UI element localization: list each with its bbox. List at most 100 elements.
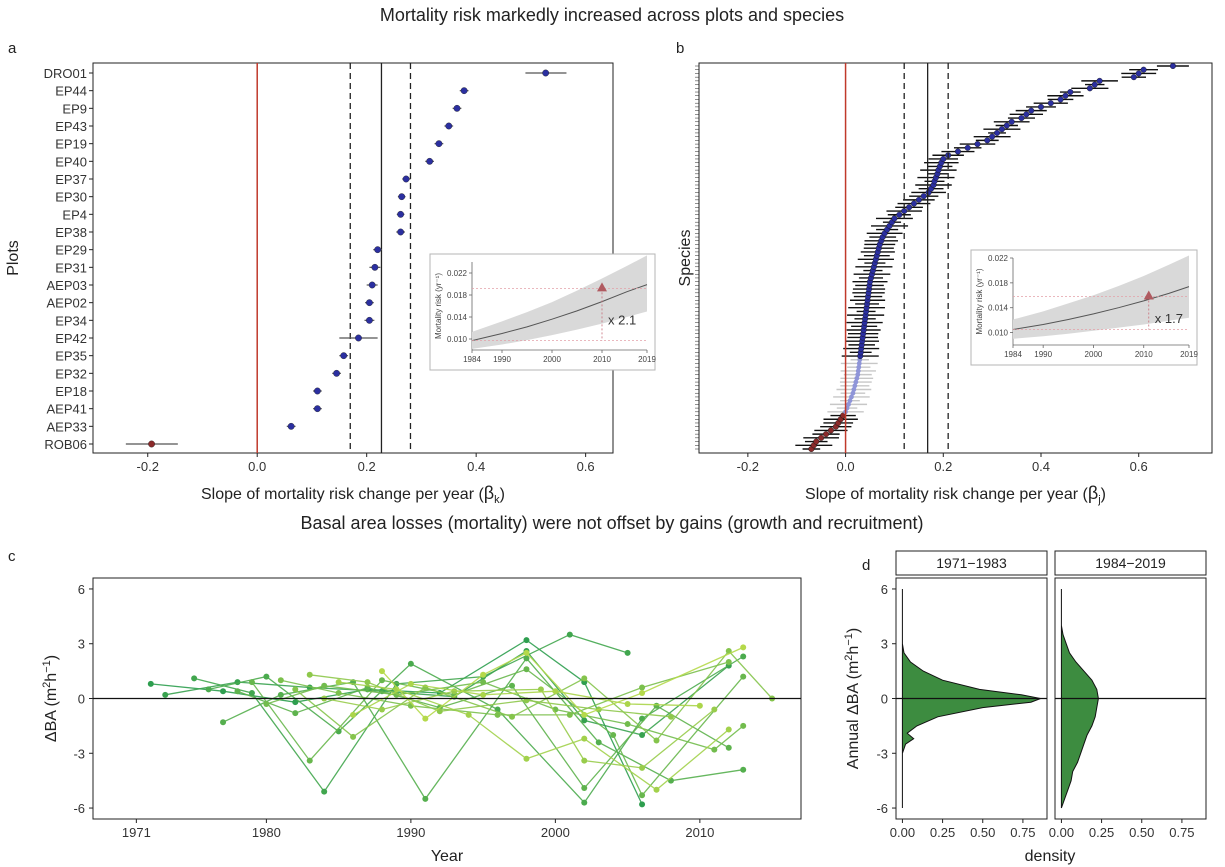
panel-c-ylabel-part-0: ΔBA (m [43,688,60,742]
panel-a-plot-label-14: EP34 [55,313,87,328]
panel-b-xlabel: Slope of mortality risk change per year … [805,483,1106,506]
panel-b-inset-ytick-label-0: 0.010 [988,329,1009,338]
panel-c-point-0-0 [147,680,154,687]
panel-c-point-10-2 [436,708,443,715]
panel-d-ylabel-part-0: Annual ΔBA (m [845,661,862,770]
panel-b-point-18 [853,379,859,385]
panel-c-ytick-label-3: 3 [78,637,85,652]
panel-c-point-6-1 [306,757,313,764]
panel-b-point-86 [998,126,1005,133]
panel-b-point-68 [920,193,927,200]
panel-a-plot-slopes: -0.2 0.0 0.2 0.4 0.6DRO01EP44EP9EP43EP19EP40… [5,62,656,506]
panel-a-xtick-label-3: 0.4 [467,459,485,474]
panel-b-ylabel: Species [677,230,694,287]
panel-c-point-12-0 [335,679,342,686]
panel-a-plot-label-5: EP40 [55,154,87,169]
panel-c-series-line-4 [222,657,744,801]
panel-a-point-0 [542,69,550,77]
panel-a-xlabel-subscript: k [494,494,500,506]
panel-c-point-13-4 [624,700,631,707]
panel-d-ylabel-part-4: ) [845,628,862,633]
panel-b-point-65 [906,204,913,211]
panel-c-series-line-5 [237,684,730,790]
panel-b-xlabel-subscript: j [1097,494,1100,506]
panel-a-inset-xtick-label-3: 2010 [593,355,611,364]
panel-b-point-23 [856,361,862,366]
panel-d-ylabel-part-1: 2 [843,655,855,661]
panel-b-point-97 [1086,85,1093,92]
panel-b-point-66 [910,200,917,207]
panel-b-point-95 [1062,92,1069,99]
panel-a-inset-ytick-label-1: 0.014 [447,313,468,322]
panel-c-point-7-1 [321,682,328,689]
panel-a-plot-label-8: EP4 [62,207,87,222]
panel-d-strip-0 [895,550,1048,576]
panel-b-point-20 [855,372,861,378]
panel-c-point-5-4 [509,682,516,689]
panel-a-inset-ytick-label-3: 0.022 [447,269,468,278]
panel-c-point-3-3 [407,660,414,667]
panel-b-inset-xtick-label-4: 2019 [1180,350,1198,359]
panel-c-point-3-7 [740,653,747,660]
panel-c-point-4-3 [422,795,429,802]
panel-b-point-91 [1028,107,1035,114]
panel-b-inset-ylabel: Mortality risk (yr⁻¹) [975,268,984,334]
panel-c-xtick-label-3: 2000 [541,825,570,840]
panel-c-point-8-0 [277,677,284,684]
panel-b-point-4 [823,431,830,438]
panel-b-inset-xtick-label-2: 2000 [1085,350,1103,359]
panel-a-xtick-label-1: 0.0 [248,459,266,474]
panel-c-ylabel-part-1: 2 [41,682,53,688]
panel-d-xtick-label-0-2: 0.50 [970,825,995,840]
panel-c-point-8-1 [335,690,342,697]
panel-d-xtick-label-0-3: 0.75 [1010,825,1035,840]
panel-a-point-12 [368,281,376,289]
panel-c-series-line-10 [309,674,672,718]
panel-c-point-6-0 [248,679,255,686]
panel-b-point-103 [1169,63,1176,70]
panel-b-point-90 [1023,111,1030,118]
panel-c-point-11-1 [378,706,385,713]
panel-c-point-5-5 [581,784,588,791]
panel-c-point-12-3 [523,755,530,762]
panel-a-xlabel-main: Slope of mortality risk change per year … [201,486,484,503]
panel-d-density: -6 -3 0 3 6 1971−1983 0.00 0.25 0.50 0.75 1984−201… [843,550,1207,865]
panel-c-point-4-7 [740,766,747,773]
panel-a-xlabel-end: ) [500,486,505,503]
panel-a-point-9 [397,228,405,236]
panel-a-point-11 [371,263,379,271]
panel-a-point-16 [340,352,348,360]
panel-c-xtick-label-1: 1980 [252,825,281,840]
panel-b-xtick-label-0: -0.2 [737,459,759,474]
panel-c-point-7-7 [740,722,747,729]
panel-c-point-13-3 [552,688,559,695]
panel-a-plot-label-16: EP35 [55,349,87,364]
panel-c-point-5-1 [292,710,299,717]
panel-a-plot-label-13: AEP02 [47,296,87,311]
panel-b-point-94 [1057,96,1064,103]
panel-d-xlabel: density [1025,848,1076,865]
panel-b-point-3 [818,434,825,441]
panel-c-point-2-1 [248,690,255,697]
panel-c-point-4-0 [220,719,227,726]
panel-b-point-5 [827,427,834,434]
panel-b-xtick-label-1: 0.0 [837,459,855,474]
panel-c-point-8-6 [725,658,732,665]
panel-b-point-99 [1096,77,1103,84]
panel-a-inset-xtick-label-4: 2019 [638,355,656,364]
panel-a-plot-label-21: ROB06 [44,437,87,452]
panel-b-inset-ytick-label-2: 0.018 [988,279,1009,288]
panel-d-ytick-label-4: 6 [881,582,888,597]
panel-b-point-15 [850,390,856,396]
panel-d-ytick-label-3: 3 [881,637,888,652]
panel-c-ytick-label-1: -3 [73,746,85,761]
panel-c-point-8-4 [566,711,573,718]
panel-b-inset-xtick-label-1: 1990 [1034,350,1052,359]
panel-b-point-14 [849,394,854,400]
panel-b-xlabel-main: Slope of mortality risk change per year … [805,486,1088,503]
panel-b-xlabel-end: ) [1101,486,1106,503]
panel-b-point-21 [855,368,861,374]
panel-label-b: b [676,40,684,57]
panel-c-point-13-5 [696,702,703,709]
panel-c-point-3-5 [581,799,588,806]
